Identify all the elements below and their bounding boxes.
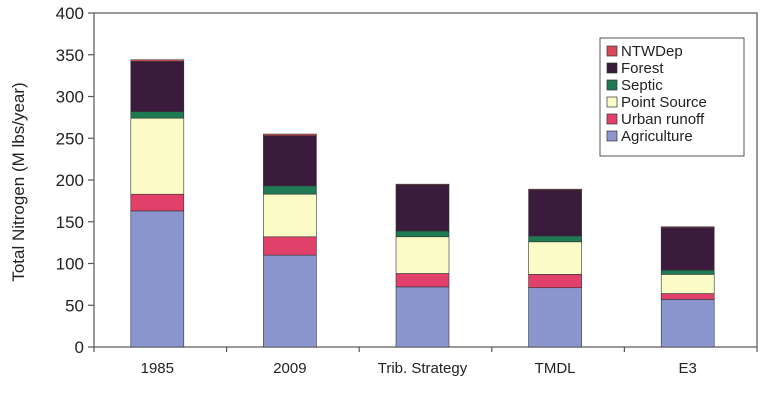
bar-segment-agriculture bbox=[660, 299, 715, 348]
bar-segment-septic bbox=[528, 235, 582, 243]
bar-segment-ntwdep bbox=[528, 188, 582, 191]
bar-segment-agriculture bbox=[130, 210, 185, 348]
bar-segment-agriculture bbox=[528, 287, 582, 348]
y-tick-label: 300 bbox=[56, 88, 84, 107]
y-tick-label: 250 bbox=[56, 129, 84, 148]
bar-segment-forest bbox=[130, 61, 185, 112]
y-tick-label: 150 bbox=[56, 213, 84, 232]
bar-segment-forest bbox=[660, 227, 715, 271]
legend-label: Septic bbox=[621, 77, 663, 94]
bar-segment-ntwdep bbox=[395, 183, 450, 186]
bar-segment-forest bbox=[528, 189, 582, 237]
bar-segment-point-source bbox=[263, 193, 317, 238]
y-tick-label: 350 bbox=[56, 46, 84, 65]
y-tick-label: 400 bbox=[56, 4, 84, 23]
legend-swatch bbox=[606, 79, 618, 91]
bar-segment-ntwdep bbox=[130, 59, 185, 62]
y-tick-label: 100 bbox=[56, 255, 84, 274]
bar-segment-point-source bbox=[395, 236, 450, 274]
bar-segment-ntwdep bbox=[660, 226, 715, 228]
legend-label: Point Source bbox=[621, 94, 707, 111]
bar-segment-septic bbox=[130, 111, 185, 119]
bar-segment-septic bbox=[395, 230, 450, 238]
legend-label: Agriculture bbox=[621, 128, 693, 145]
bar-segment-agriculture bbox=[263, 254, 317, 348]
legend-swatch bbox=[606, 130, 618, 142]
bar-segment-forest bbox=[395, 184, 450, 232]
bar-segment-point-source bbox=[130, 117, 185, 195]
legend-label: Forest bbox=[621, 60, 664, 77]
legend-swatch bbox=[606, 62, 618, 74]
legend-box bbox=[599, 37, 745, 157]
bar-segment-forest bbox=[263, 135, 317, 187]
bar-segment-point-source bbox=[660, 274, 715, 294]
legend-swatch bbox=[606, 113, 618, 125]
y-tick-label: 200 bbox=[56, 171, 84, 190]
x-tick-label: E3 bbox=[679, 360, 697, 377]
bar-segment-ntwdep bbox=[263, 133, 317, 137]
x-tick-label: 1985 bbox=[141, 360, 174, 377]
legend-label: NTWDep bbox=[621, 43, 683, 60]
bar-segment-point-source bbox=[528, 241, 582, 275]
y-tick-label: 50 bbox=[65, 296, 84, 315]
bar-segment-urban-runoff bbox=[528, 274, 582, 289]
x-tick-label: TMDL bbox=[535, 360, 576, 377]
legend-swatch bbox=[606, 45, 618, 57]
bar-segment-urban-runoff bbox=[660, 293, 715, 300]
bar-segment-urban-runoff bbox=[130, 193, 185, 212]
bar-segment-urban-runoff bbox=[395, 273, 450, 288]
x-tick-label: Trib. Strategy bbox=[378, 360, 468, 377]
y-tick-label: 0 bbox=[75, 338, 84, 357]
legend-swatch bbox=[606, 96, 618, 108]
y-axis-label: Total Nitrogen (M lbs/year) bbox=[9, 82, 28, 281]
bar-segment-septic bbox=[263, 185, 317, 195]
legend-label: Urban runoff bbox=[621, 111, 705, 128]
bar-segment-agriculture bbox=[395, 286, 450, 348]
bar-segment-septic bbox=[660, 269, 715, 275]
x-tick-label: 2009 bbox=[273, 360, 306, 377]
bar-segment-urban-runoff bbox=[263, 236, 317, 256]
